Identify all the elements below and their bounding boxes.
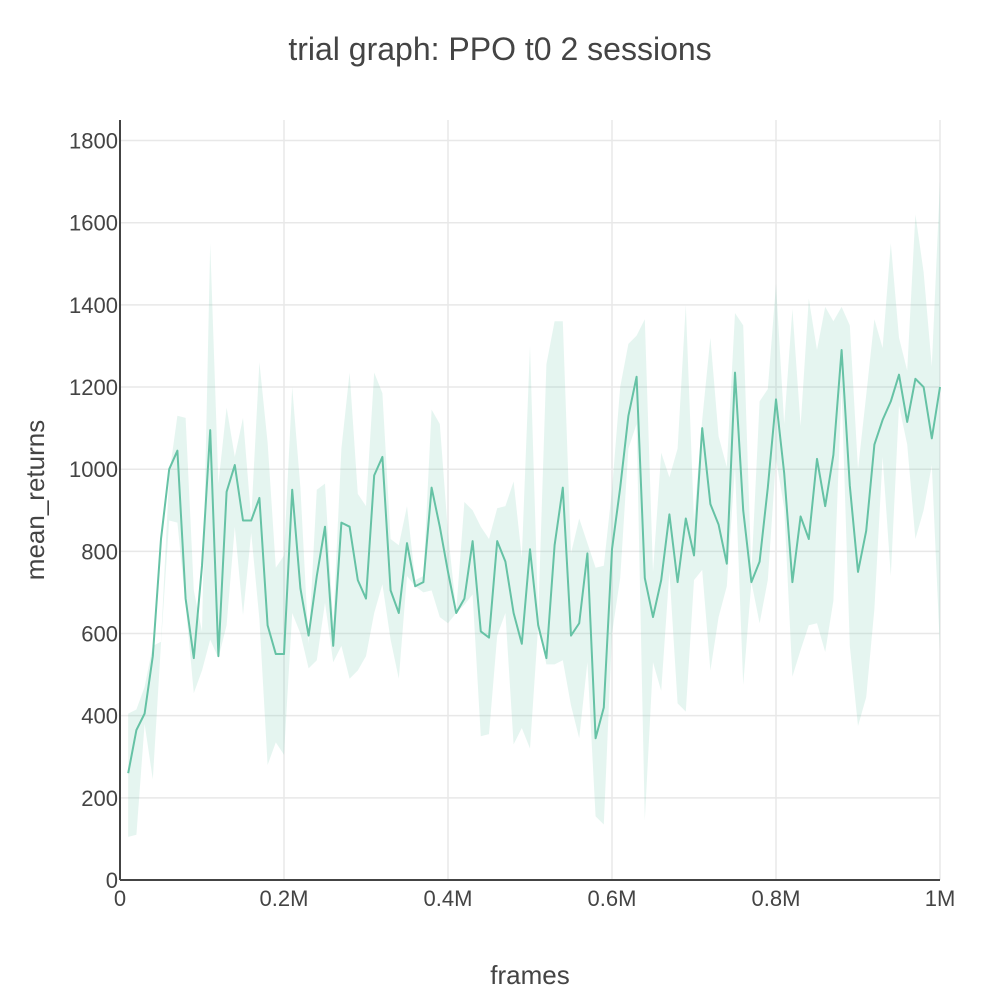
x-tick-labels: 0 0.2M 0.4M 0.6M 0.8M 1M <box>114 886 955 911</box>
y-tick-label: 1400 <box>69 293 118 318</box>
y-tick-label: 400 <box>81 704 118 729</box>
y-axis-title: mean_returns <box>20 420 50 580</box>
series-line-layer <box>127 349 941 774</box>
y-tick-label: 800 <box>81 539 118 564</box>
y-tick-label: 0 <box>106 868 118 893</box>
axes <box>119 120 940 881</box>
confidence-band <box>128 181 940 837</box>
y-tick-label: 1000 <box>69 457 118 482</box>
x-tick-label: 0.2M <box>260 886 309 911</box>
y-tick-label: 1600 <box>69 211 118 236</box>
chart-title: trial graph: PPO t0 2 sessions <box>288 31 711 67</box>
x-axis-title: frames <box>490 960 569 990</box>
grid <box>120 120 941 880</box>
y-tick-label: 1800 <box>69 129 118 154</box>
x-tick-label: 0 <box>114 886 126 911</box>
mean-returns-line <box>127 349 941 774</box>
x-tick-label: 1M <box>925 886 956 911</box>
confidence-band-layer <box>128 181 940 837</box>
y-tick-label: 1200 <box>69 375 118 400</box>
x-tick-label: 0.6M <box>588 886 637 911</box>
x-tick-label: 0.4M <box>424 886 473 911</box>
y-tick-label: 600 <box>81 622 118 647</box>
x-tick-label: 0.8M <box>752 886 801 911</box>
y-tick-label: 200 <box>81 786 118 811</box>
y-tick-labels: 0 200 400 600 800 1000 1200 1400 1600 1800 <box>69 129 118 893</box>
